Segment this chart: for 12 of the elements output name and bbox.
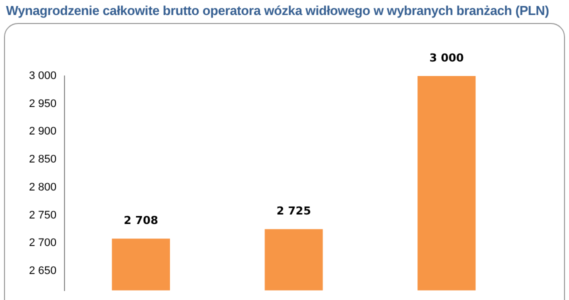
- y-tick-label: 2 950: [28, 98, 57, 110]
- y-tick-label: 2 800: [28, 181, 57, 194]
- y-tick-label: 2 700: [28, 237, 57, 250]
- chart-title: Wynagrodzenie całkowite brutto operatora wózka widłowego w wybranych branżach (PLN): [6, 3, 549, 18]
- y-tick-label: 2 850: [28, 154, 57, 166]
- y-tick-label: 2 900: [28, 126, 57, 138]
- y-tick-label: 2 750: [28, 209, 57, 222]
- y-tick-label: 2 650: [28, 264, 57, 277]
- y-tick-label: 3 000: [28, 70, 57, 82]
- data-label: 2 708: [124, 214, 158, 227]
- data-label: 3 000: [429, 51, 464, 64]
- data-label: 2 725: [276, 204, 311, 218]
